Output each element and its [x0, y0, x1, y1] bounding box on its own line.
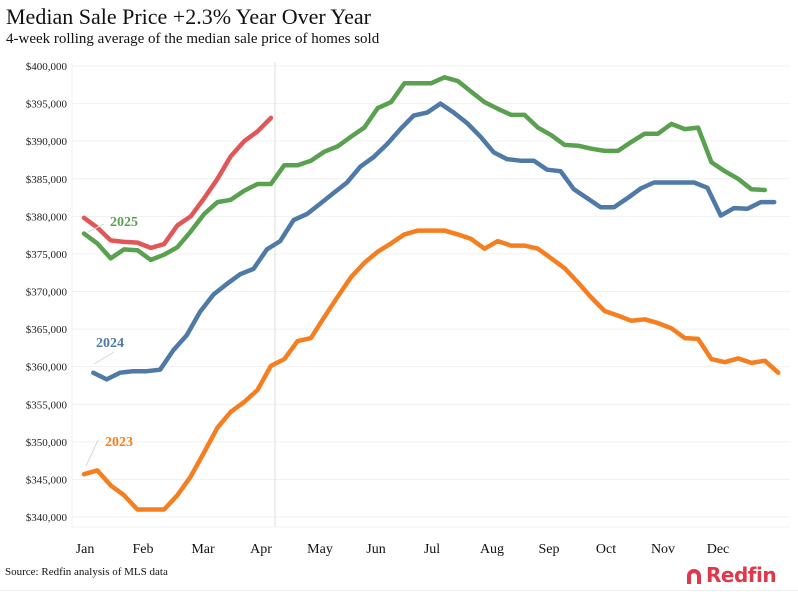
x-tick-label: Sep: [539, 542, 560, 557]
series-label-2024: 2024: [96, 336, 124, 351]
line-chart: $340,000 $345,000 $350,000 $355,000 $360,000…: [26, 61, 790, 557]
y-tick-label: $340,000: [26, 512, 68, 524]
x-tick-label: Jan: [76, 542, 95, 557]
y-tick-label: $370,000: [26, 287, 68, 299]
x-tick-label: Aug: [480, 542, 504, 557]
label-leader-line: [85, 439, 99, 467]
y-axis: $340,000 $345,000 $350,000 $355,000 $360,000…: [26, 61, 68, 524]
y-tick-label: $395,000: [26, 99, 68, 111]
series-line-2023: [81, 228, 781, 512]
series-label-2023: 2023: [105, 435, 133, 450]
series-lines: [81, 75, 781, 512]
series-line-2024: [91, 101, 777, 382]
x-tick-label: Jun: [366, 542, 385, 557]
x-tick-label: Oct: [596, 542, 616, 557]
y-tick-label: $375,000: [26, 249, 68, 261]
y-tick-label: $350,000: [26, 437, 68, 449]
y-tick-label: $365,000: [26, 324, 68, 336]
series-line-2025: [81, 75, 768, 263]
y-tick-label: $385,000: [26, 174, 68, 186]
redfin-logo: Redfin: [684, 563, 777, 587]
y-tick-label: $345,000: [26, 474, 68, 486]
x-tick-label: Nov: [651, 542, 675, 557]
y-tick-label: $360,000: [26, 362, 68, 374]
series-line-current-year: [81, 115, 274, 251]
x-tick-label: Apr: [250, 542, 272, 557]
redfin-logo-icon: [687, 569, 701, 584]
series-labels: 2023 2024 2025: [85, 215, 138, 467]
chart-title: Median Sale Price +2.3% Year Over Year: [6, 4, 371, 29]
label-leader-line: [87, 223, 105, 233]
x-tick-label: May: [307, 542, 333, 557]
x-tick-label: Feb: [133, 542, 154, 557]
y-tick-label: $400,000: [26, 61, 68, 73]
y-tick-label: $390,000: [26, 136, 68, 148]
footer-divider: [0, 590, 798, 591]
series-label-2025: 2025: [110, 215, 138, 230]
gridlines: [71, 62, 790, 528]
y-tick-label: $355,000: [26, 399, 68, 411]
y-tick-label: $380,000: [26, 211, 68, 223]
redfin-logo-text: Redfin: [706, 563, 777, 587]
source-note: Source: Redfin analysis of MLS data: [5, 566, 168, 578]
x-axis: Jan Feb Mar Apr May Jun Jul Aug Sep Oct Nov Dec: [76, 542, 730, 557]
chart-subtitle: 4-week rolling average of the median sal…: [6, 31, 380, 47]
label-leader-line: [93, 351, 115, 365]
x-tick-label: Dec: [707, 542, 730, 557]
x-tick-label: Mar: [191, 542, 215, 557]
x-tick-label: Jul: [424, 542, 440, 557]
